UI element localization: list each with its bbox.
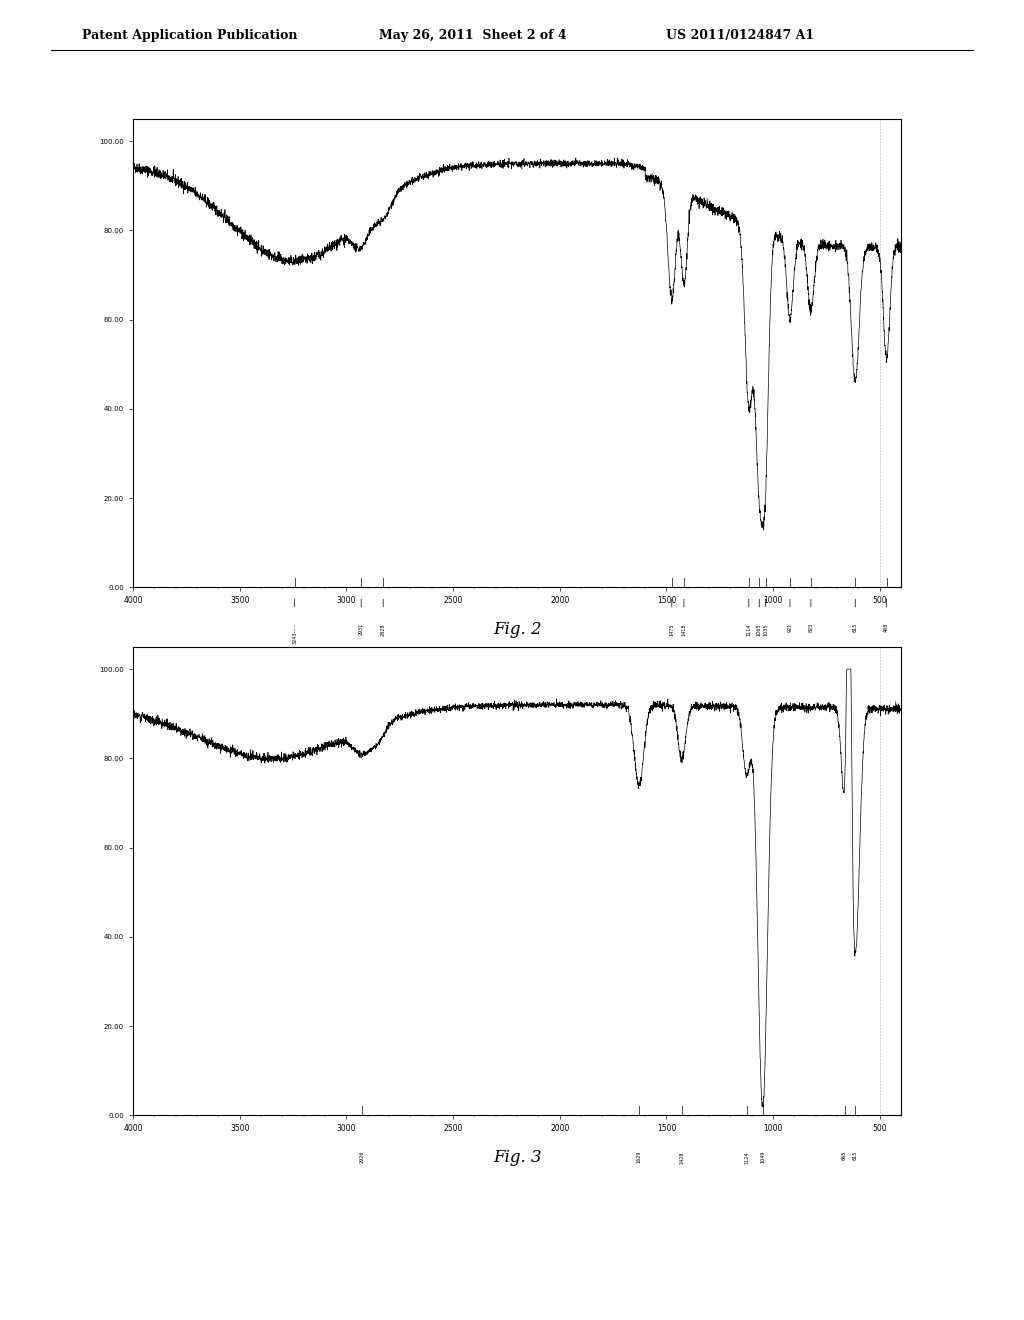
Text: Fig. 3: Fig. 3 [493, 1150, 542, 1167]
Text: 615: 615 [853, 623, 858, 632]
Text: Patent Application Publication: Patent Application Publication [82, 29, 297, 42]
Text: 665: 665 [842, 1151, 847, 1160]
Text: 3243-----: 3243----- [292, 623, 297, 644]
Text: 823: 823 [808, 623, 813, 632]
Text: May 26, 2011  Sheet 2 of 4: May 26, 2011 Sheet 2 of 4 [379, 29, 566, 42]
Text: 2828: 2828 [381, 623, 386, 636]
Text: 1418: 1418 [681, 623, 686, 636]
Text: 2931: 2931 [358, 623, 364, 635]
Text: 1049: 1049 [760, 1151, 765, 1163]
Text: 1065: 1065 [757, 623, 762, 636]
Text: 921: 921 [787, 623, 793, 632]
Text: 1475: 1475 [670, 623, 674, 636]
Text: Fig. 2: Fig. 2 [493, 622, 542, 639]
Text: 615: 615 [853, 1151, 858, 1160]
Text: 1428: 1428 [679, 1151, 684, 1164]
Text: 2926: 2926 [359, 1151, 365, 1163]
Text: 1124: 1124 [744, 1151, 750, 1164]
Text: 1629: 1629 [637, 1151, 641, 1163]
Text: 1035: 1035 [763, 623, 768, 636]
Text: 1114: 1114 [746, 623, 752, 636]
Text: 468: 468 [884, 623, 889, 632]
Text: US 2011/0124847 A1: US 2011/0124847 A1 [666, 29, 814, 42]
